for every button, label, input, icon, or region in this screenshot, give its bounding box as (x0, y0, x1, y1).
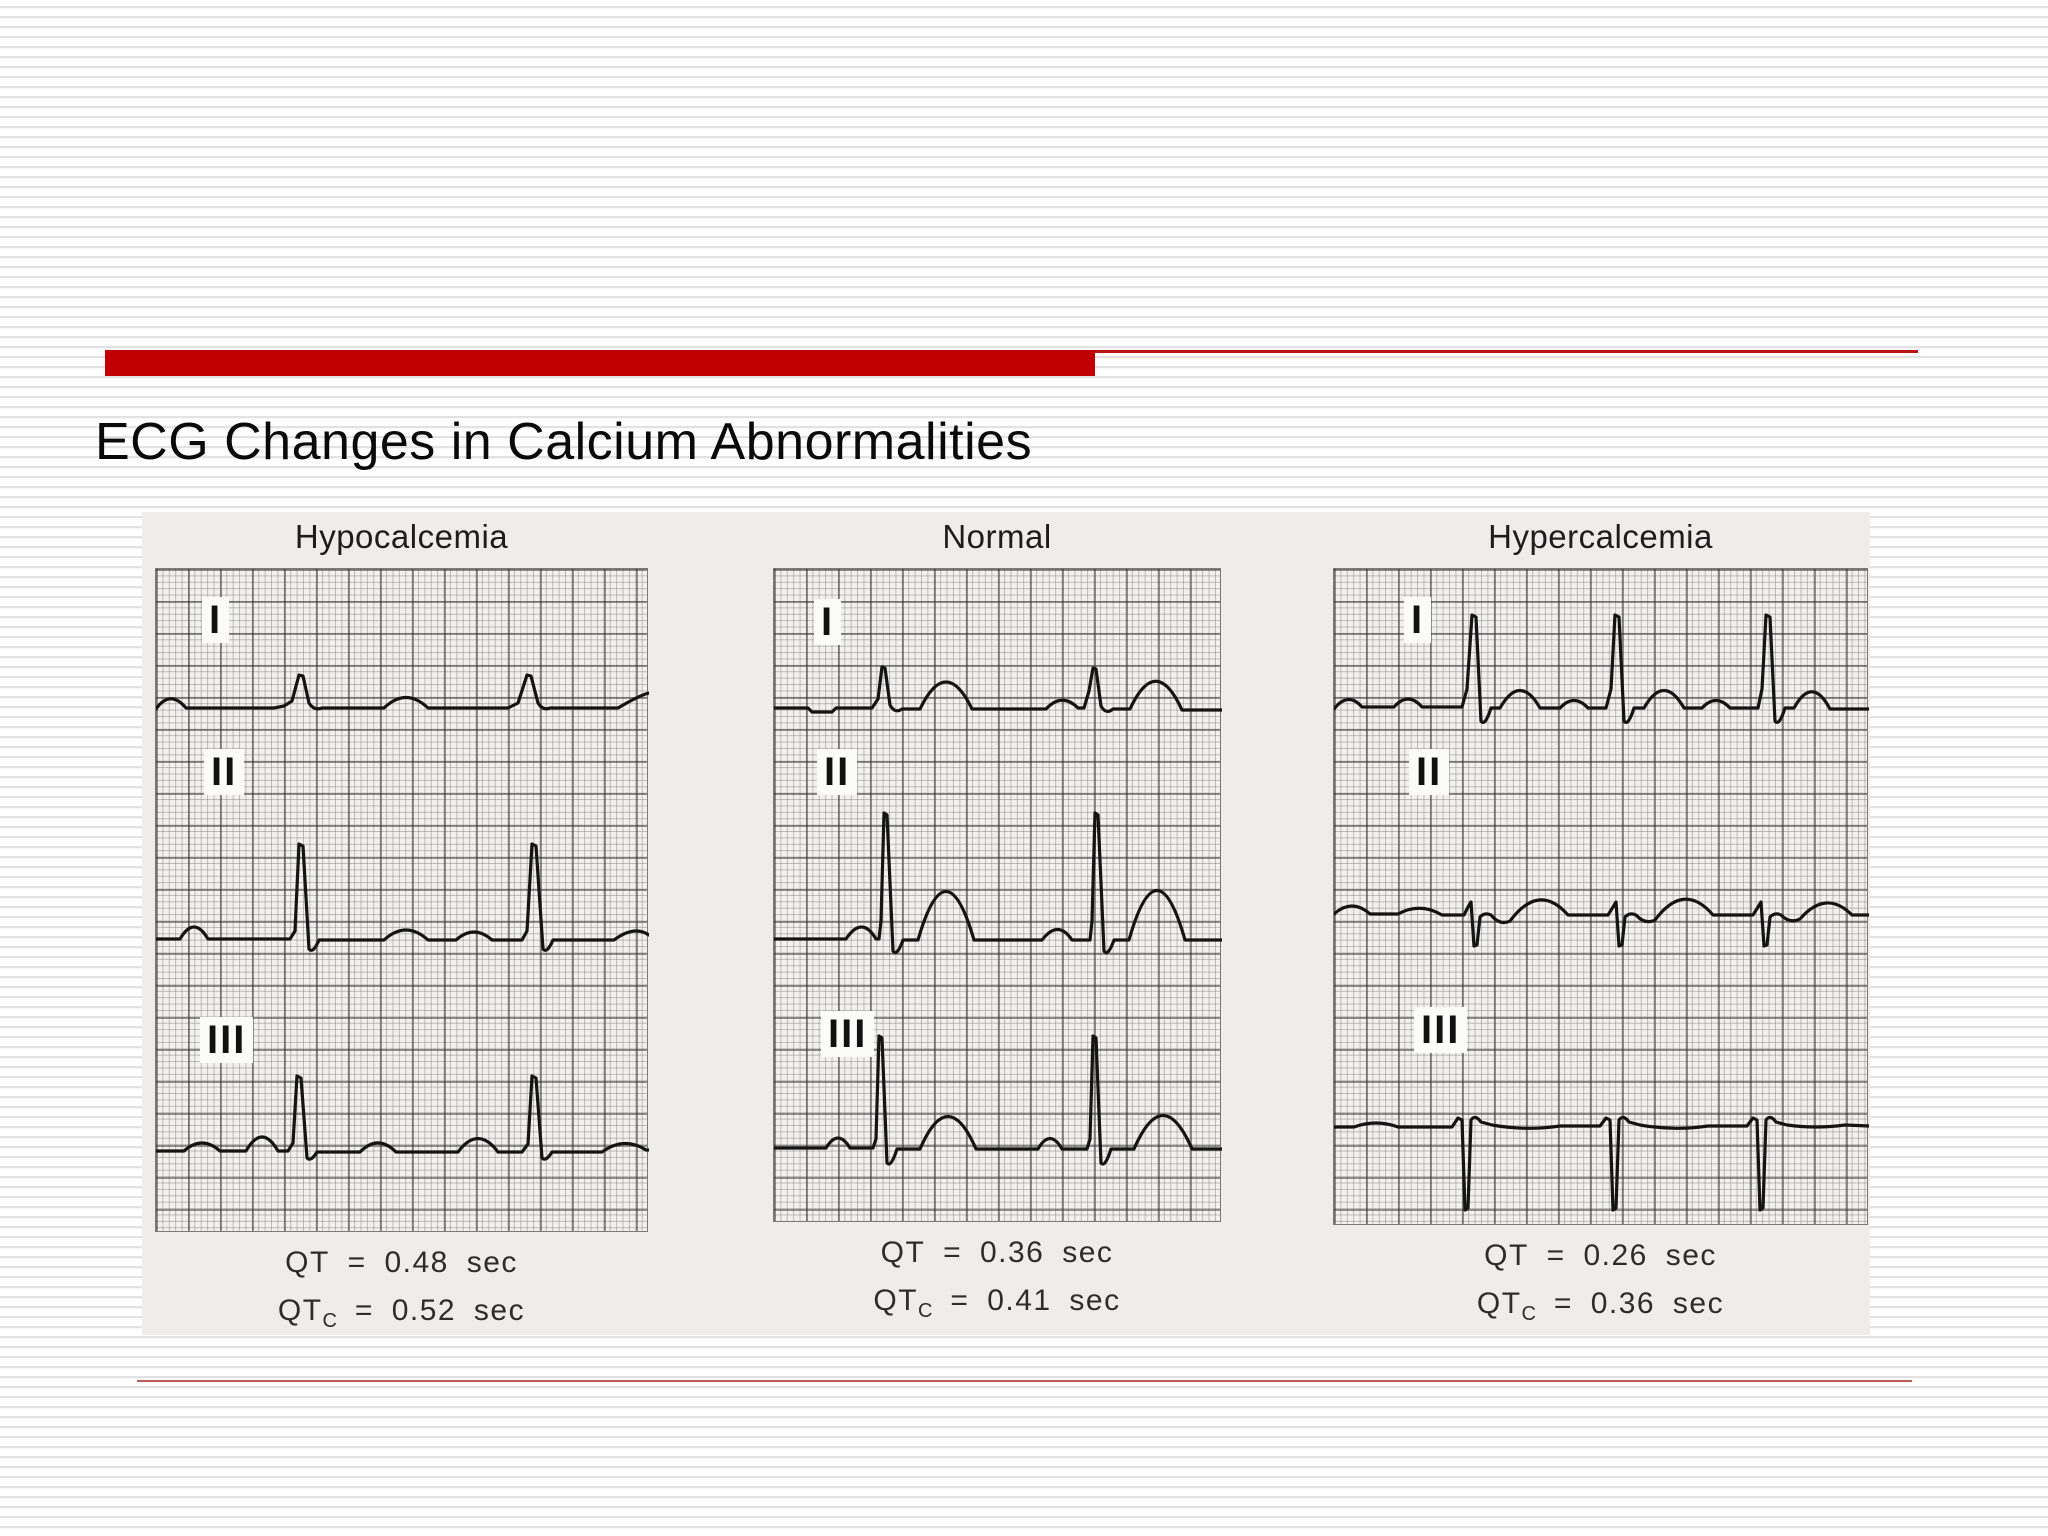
ecg-trace-lead-1 (774, 665, 1222, 714)
qtc-value: QTC = 0.52 sec (277, 1294, 526, 1332)
ecg-grid-hypocalcemia: I II III (155, 568, 649, 1232)
lead-label-iii: III (821, 1011, 875, 1057)
ecg-trace-lead-2 (156, 842, 649, 952)
qt-caption-normal: QT = 0.36 sec QTC = 0.41 sec (773, 1234, 1221, 1330)
qt-caption-hypocalcemia: QT = 0.48 sec QTC = 0.52 sec (155, 1244, 648, 1340)
ecg-trace-lead-1 (156, 673, 649, 711)
ecg-trace-lead-3 (1334, 1115, 1869, 1212)
ecg-trace-lead-2 (1334, 897, 1869, 948)
lead-label-iii: III (1414, 1007, 1468, 1053)
lead-label-ii: II (817, 749, 858, 795)
qt-value: QT = 0.26 sec (1484, 1239, 1717, 1272)
ecg-figure: Hypocalcemia I II III QT = 0.48 sec QTC … (142, 512, 1870, 1335)
panel-header-hypercalcemia: Hypercalcemia (1488, 518, 1713, 555)
ecg-traces-normal (774, 665, 1222, 1166)
qt-value: QT = 0.48 sec (285, 1246, 518, 1279)
panel-header-normal: Normal (942, 518, 1052, 555)
ecg-trace-lead-3 (774, 1034, 1222, 1166)
ecg-trace-lead-2 (774, 811, 1222, 955)
lead-label-ii: II (204, 749, 245, 795)
ecg-grid-hypercalcemia: I II III (1333, 568, 1869, 1225)
page-title: ECG Changes in Calcium Abnormalities (95, 413, 1033, 471)
qtc-value: QTC = 0.36 sec (1476, 1287, 1725, 1325)
lead-label-i: I (202, 597, 230, 643)
ecg-traces-hypercalcemia (1334, 613, 1869, 1212)
lead-label-i: I (814, 599, 842, 645)
ecg-traces-hypocalcemia (156, 673, 649, 1161)
accent-bar (105, 350, 1095, 376)
lead-label-ii: II (1409, 749, 1450, 795)
ecg-trace-lead-1 (1334, 613, 1869, 725)
lead-label-i: I (1404, 597, 1432, 643)
ecg-trace-lead-3 (156, 1074, 649, 1161)
accent-rule-top (1095, 350, 1918, 353)
qt-caption-hypercalcemia: QT = 0.26 sec QTC = 0.36 sec (1333, 1237, 1868, 1333)
qtc-value: QTC = 0.41 sec (873, 1284, 1121, 1322)
lead-label-iii: III (200, 1017, 254, 1063)
qt-value: QT = 0.36 sec (880, 1236, 1114, 1269)
ecg-grid-normal: I II III (773, 568, 1222, 1222)
panel-header-hypocalcemia: Hypocalcemia (294, 518, 509, 555)
accent-rule-bottom (137, 1380, 1912, 1382)
